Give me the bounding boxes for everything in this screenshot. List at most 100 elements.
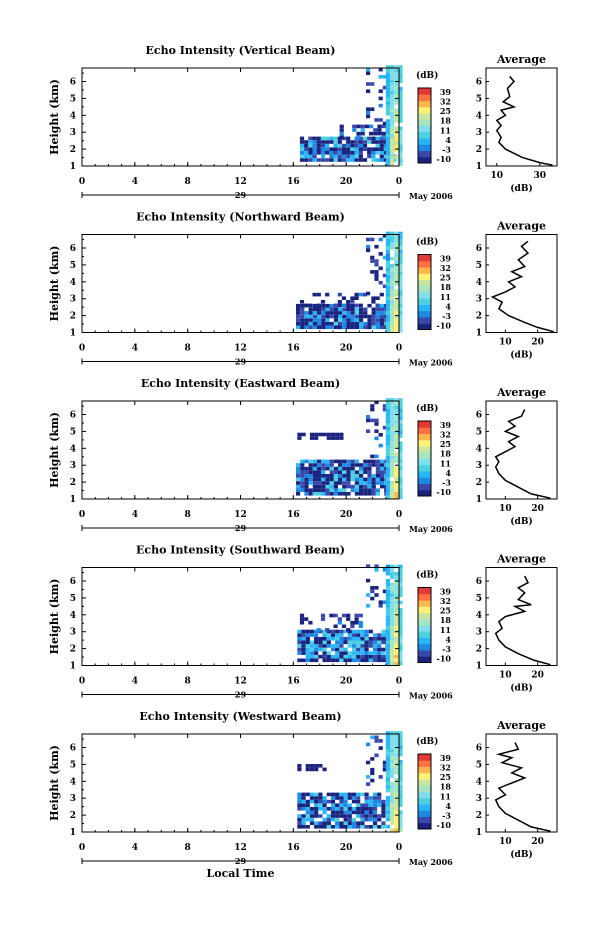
colorbar-tick-label: 32	[440, 430, 451, 440]
x-tick-label: 12	[234, 510, 247, 520]
heatmap-cell	[390, 781, 395, 786]
heatmap-cell	[374, 454, 379, 459]
heatmap-cell	[398, 778, 403, 782]
heatmap-cell	[370, 255, 375, 260]
heatmap-cell	[304, 474, 309, 478]
heatmap-cell	[321, 474, 326, 478]
heatmap-cell	[390, 767, 395, 771]
heatmap-cell	[378, 252, 383, 256]
heatmap-cell	[329, 477, 334, 482]
heatmap-cell	[342, 492, 347, 496]
heatmap-cell	[385, 466, 390, 471]
heatmap-cell	[300, 311, 305, 315]
heatmap-cell	[394, 738, 399, 742]
heatmap-cell	[351, 640, 357, 645]
heatmap-cell	[394, 278, 399, 283]
heatmap-cell	[394, 803, 399, 807]
heatmap-cell	[372, 810, 378, 815]
heatmap-cell	[398, 752, 403, 757]
heatmap-cell	[360, 651, 365, 655]
heatmap-cell	[371, 147, 376, 151]
heatmap-cell	[367, 314, 372, 319]
y-axis-label: Height (km)	[48, 745, 61, 821]
heatmap-cell	[321, 463, 326, 467]
heatmap-cell	[398, 405, 403, 409]
heatmap-cell	[394, 611, 399, 616]
avg-x-label: (dB)	[510, 683, 532, 694]
heatmap-cell	[380, 311, 385, 315]
heatmap-cell	[394, 119, 399, 123]
heatmap-cell	[385, 604, 390, 608]
date-day: 29	[235, 523, 247, 533]
heatmap-cell	[339, 654, 344, 659]
heatmap-cell	[394, 292, 399, 297]
colorbar-segment	[418, 631, 431, 635]
heatmap-cell	[343, 821, 348, 825]
heatmap-cell	[354, 143, 359, 148]
heatmap-cell	[371, 307, 376, 312]
colorbar-tick-label: -10	[437, 487, 452, 497]
heatmap-cell	[358, 303, 363, 308]
heatmap-cell	[385, 405, 390, 409]
heatmap-cell	[363, 314, 368, 319]
colorbar-segment	[418, 276, 431, 280]
colorbar-segment	[418, 128, 431, 133]
heatmap-cell	[322, 796, 327, 800]
heatmap-cell	[326, 654, 331, 659]
heatmap-cell	[371, 459, 376, 464]
heatmap-cell	[367, 140, 372, 144]
heatmap-cell	[394, 137, 399, 141]
heatmap-cell	[398, 300, 403, 304]
heatmap-cell	[339, 131, 344, 136]
heatmap-cell	[354, 325, 359, 330]
heatmap-cell	[335, 803, 340, 807]
heatmap-cell	[398, 267, 403, 272]
heatmap-cell	[337, 147, 342, 151]
heatmap-cell	[317, 484, 322, 489]
heatmap-cell	[381, 821, 386, 825]
y-tick-label: 5	[70, 94, 76, 104]
heatmap-cell	[358, 158, 363, 162]
heatmap-cell	[346, 484, 351, 489]
colorbar-segment	[418, 763, 431, 767]
heatmap-cell	[347, 807, 352, 811]
heatmap-cell	[377, 814, 382, 818]
heatmap-cell	[299, 151, 305, 155]
heatmap-cell	[394, 828, 399, 832]
heatmap-cell	[390, 806, 395, 811]
colorbar-segment	[418, 323, 431, 327]
heatmap-cell	[308, 136, 313, 141]
heatmap-cell	[372, 640, 378, 645]
colorbar-segment	[418, 609, 431, 613]
heatmap-cell	[335, 796, 340, 800]
heatmap-cell	[390, 484, 395, 489]
heatmap-cell	[350, 311, 355, 315]
x-tick-label: 12	[234, 677, 247, 687]
heatmap-cell	[394, 763, 399, 768]
heatmap-cell	[304, 143, 309, 148]
heatmap-cell	[297, 436, 302, 440]
plot-frame	[81, 567, 400, 666]
heatmap-cell	[385, 810, 390, 814]
heatmap-cell	[394, 445, 399, 449]
heatmap-cell	[398, 271, 403, 275]
heatmap-cell	[318, 647, 323, 652]
heatmap-cell	[398, 285, 403, 290]
heatmap-cell	[325, 488, 330, 492]
colorbar-tick-label: 18	[440, 116, 452, 126]
heatmap-cell	[363, 492, 368, 496]
heatmap-cell	[318, 825, 323, 829]
heatmap-cell	[398, 629, 403, 634]
heatmap-cell	[346, 477, 351, 482]
heatmap-cell	[368, 651, 373, 655]
heatmap-cell	[330, 654, 336, 659]
heatmap-cell	[360, 792, 365, 797]
heatmap-cell	[385, 419, 390, 424]
heatmap-cell	[309, 647, 315, 652]
heatmap-cell	[385, 86, 390, 91]
heatmap-cell	[350, 466, 355, 471]
heatmap-cell	[398, 412, 403, 417]
heatmap-cell	[385, 231, 390, 236]
heatmap-cell	[398, 611, 403, 616]
colorbar-tick-label: -10	[437, 154, 452, 164]
